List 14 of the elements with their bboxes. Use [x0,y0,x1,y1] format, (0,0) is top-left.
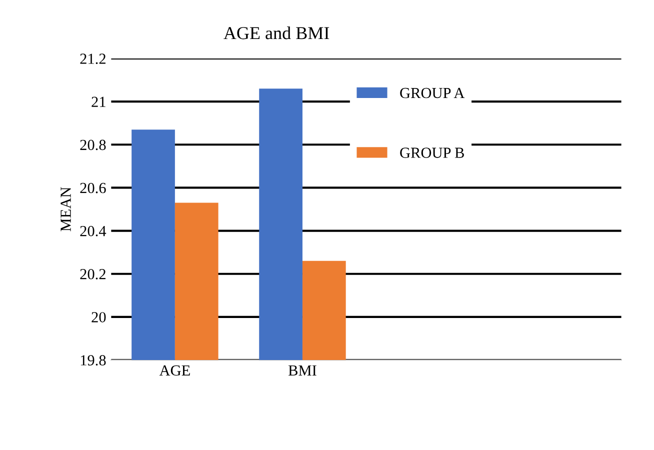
y-tick-label: 19.8 [80,355,106,366]
y-tick-label: 20.4 [80,226,106,236]
y-tick-label: 20.2 [80,269,106,280]
x-tick-label: AGE [159,365,190,376]
y-tick-label: 20 [92,312,106,322]
y-tick-label: 20.8 [80,140,106,150]
x-tick-label: BMI [288,365,316,376]
y-axis-title: MEAN [60,187,71,232]
y-tick-label: 21 [92,96,106,107]
y-tick-label: 20.6 [80,182,106,194]
chart-title: AGE and BMI [224,26,330,40]
legend-label: GROUP A [400,88,465,98]
y-tick-label: 21.2 [80,54,106,64]
legend-label: GROUP B [400,148,464,158]
